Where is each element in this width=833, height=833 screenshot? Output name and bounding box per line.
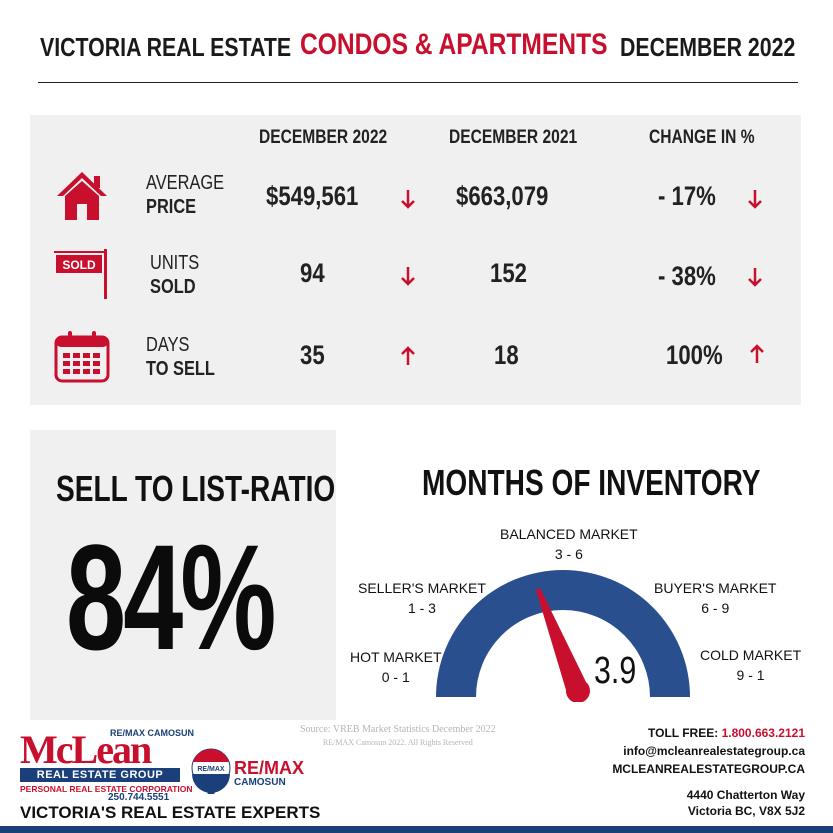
- row-label-average-price: AVERAGE PRICE: [146, 172, 225, 218]
- house-icon: [57, 172, 107, 220]
- change-average-price: - 17%: [658, 181, 716, 211]
- column-header-change: CHANGE IN %: [649, 127, 755, 148]
- sold-sign-icon: SOLD: [54, 249, 107, 299]
- header-period: DECEMBER 2022: [620, 32, 796, 62]
- gauge-label-buyers: BUYER'S MARKET 6 - 9: [654, 580, 777, 616]
- address-line-1: 4440 Chatterton Way: [686, 788, 805, 802]
- inventory-gauge: [436, 570, 690, 702]
- svg-text:SOLD: SOLD: [62, 258, 96, 272]
- previous-average-price: $663,079: [456, 181, 549, 211]
- gauge-label-sellers: SELLER'S MARKET 1 - 3: [358, 580, 486, 616]
- source-note: Source: VREB Market Statistics December …: [300, 724, 496, 747]
- previous-units-sold: 152: [490, 258, 527, 288]
- row-label-units-sold: UNITS SOLD: [150, 252, 200, 298]
- address-line-2: Victoria BC, V8X 5J2: [687, 804, 805, 818]
- column-header-current: DECEMBER 2022: [259, 127, 388, 148]
- remax-balloon-icon: RE/MAX: [191, 748, 231, 794]
- tagline: VICTORIA'S REAL ESTATE EXPERTS: [20, 803, 321, 822]
- arrow-down-icon: [748, 190, 762, 209]
- header-category: CONDOS & APARTMENTS: [300, 28, 608, 61]
- calendar-icon: [54, 331, 110, 383]
- gauge-label-hot: HOT MARKET 0 - 1: [350, 649, 442, 685]
- website-link[interactable]: MCLEANREALESTATEGROUP.CA: [612, 762, 805, 776]
- toll-free: TOLL FREE: 1.800.663.2121: [648, 726, 805, 740]
- current-units-sold: 94: [300, 258, 325, 288]
- change-units-sold: - 38%: [658, 261, 716, 291]
- inventory-value: 3.9: [594, 650, 637, 692]
- stats-panel: DECEMBER 2022 DECEMBER 2021 CHANGE IN % …: [30, 115, 801, 405]
- current-days-to-sell: 35: [300, 340, 325, 370]
- svg-text:RE/MAX: RE/MAX: [197, 766, 225, 773]
- arrow-up-icon: [401, 346, 415, 365]
- change-days-to-sell: 100%: [666, 340, 723, 370]
- arrow-down-icon: [401, 267, 415, 286]
- sell-to-list-title: SELL TO LIST-RATIO: [56, 468, 336, 509]
- previous-days-to-sell: 18: [494, 340, 519, 370]
- row-label-days-to-sell: DAYS TO SELL: [146, 334, 215, 380]
- column-header-previous: DECEMBER 2021: [449, 127, 578, 148]
- header-location: VICTORIA REAL ESTATE: [40, 32, 292, 62]
- header: VICTORIA REAL ESTATE CONDOS & APARTMENTS…: [0, 26, 833, 76]
- remax-logo: RE/MAX RE/MAX CAMOSUN: [190, 748, 320, 798]
- gauge-label-balanced: BALANCED MARKET 3 - 6: [500, 526, 638, 562]
- footer-bar: [0, 826, 833, 833]
- inventory-title: MONTHS OF INVENTORY: [422, 462, 761, 503]
- gauge-needle: [536, 588, 590, 702]
- header-divider: [38, 82, 798, 83]
- arrow-up-icon: [750, 344, 764, 363]
- sell-to-list-value: 84%: [66, 513, 276, 681]
- mclean-logo: RE/MAX CAMOSUN McLean REAL ESTATE GROUP …: [20, 727, 195, 803]
- sell-to-list-panel: SELL TO LIST-RATIO 84%: [30, 430, 336, 720]
- email-link[interactable]: info@mcleanrealestategroup.ca: [623, 744, 805, 758]
- current-average-price: $549,561: [266, 181, 359, 211]
- arrow-down-icon: [401, 190, 415, 209]
- gauge-arc: [436, 570, 690, 697]
- arrow-down-icon: [748, 268, 762, 287]
- gauge-label-cold: COLD MARKET 9 - 1: [700, 647, 802, 683]
